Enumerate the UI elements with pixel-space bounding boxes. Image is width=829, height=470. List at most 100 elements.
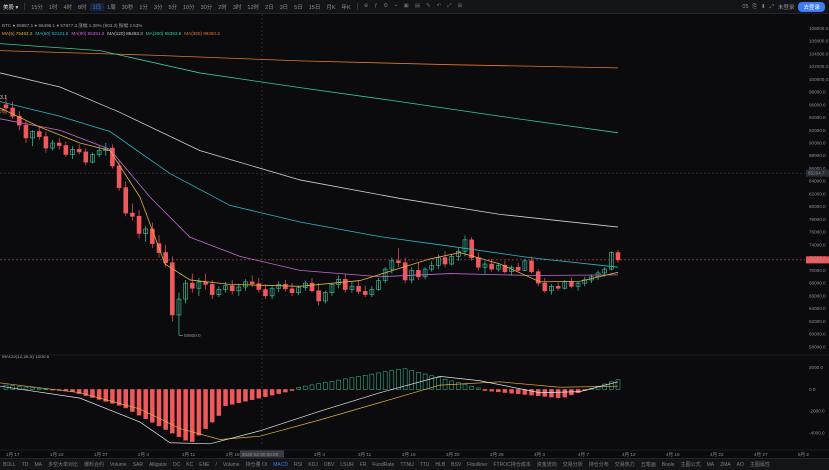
timeframe-14[interactable]: 12时 [247, 4, 260, 11]
indicator-tab-27[interactable]: 资金流向 [536, 462, 557, 468]
timeframe-10[interactable]: 10分 [183, 4, 195, 11]
timeframe-4[interactable]: 1日 [89, 2, 105, 11]
fullscreen-icon[interactable]: ⤢ [769, 3, 774, 10]
tool-icon-0[interactable]: ⊕ [363, 3, 369, 9]
ma60-line [0, 101, 619, 268]
indicator-tab-35[interactable]: ZMA [720, 461, 731, 468]
x-tick-label: 3月 28 [490, 452, 504, 458]
indicator-tab-12[interactable]: Volume [222, 461, 240, 468]
macd-bar [256, 389, 262, 399]
indicator-tab-17[interactable]: OBV [323, 461, 335, 468]
timeframe-2[interactable]: 4时 [63, 4, 73, 11]
indicator-tab-24[interactable]: BSV [451, 461, 462, 468]
indicator-tab-20[interactable]: FundRate [372, 461, 395, 468]
tool-group: ⊕ ƒ ⚙ ⌁ ▣ ▤ ✎ ↶ ⤢ ⊞ [361, 3, 466, 10]
tool-icon-9[interactable]: ⊞ [457, 3, 463, 9]
y-tag-last: 71649.9 [808, 257, 825, 262]
candle-body [50, 142, 55, 149]
indicator-tab-33[interactable]: 主图公式 [680, 462, 701, 468]
x-tick-label: 3月 11 [358, 452, 372, 458]
login-button[interactable]: 去登录 [798, 2, 825, 12]
timeframe-20[interactable]: 年K [341, 4, 351, 11]
crosshair-date-box [240, 450, 284, 458]
candle-body [189, 282, 195, 289]
indicator-tab-4[interactable]: 爆料合约 [83, 462, 104, 468]
tool-icon-3[interactable]: ⌁ [394, 3, 398, 9]
symbol-selector[interactable]: 美股 ▾ [3, 4, 19, 11]
timeframe-18[interactable]: 15日 [308, 4, 321, 11]
candle-body [462, 239, 468, 252]
indicator-tab-15[interactable]: RSI [294, 461, 303, 468]
timeframe-1[interactable]: 1时 [48, 4, 58, 11]
indicator-tab-13[interactable]: 持仓量 OI [245, 462, 268, 468]
low-price-label: 59800.0 [184, 333, 201, 338]
indicator-tab-30[interactable]: 交易热力 [614, 462, 635, 468]
tool-icon-4[interactable]: ▣ [403, 3, 409, 9]
timeframe-6[interactable]: 30秒 [121, 4, 134, 11]
indicator-tab-18[interactable]: LSUR [340, 461, 354, 468]
timeframe-3[interactable]: 8时 [78, 4, 87, 11]
download-icon[interactable]: ⬇ [760, 4, 766, 10]
timeframe-11[interactable]: 30分 [200, 4, 213, 11]
candle-body [283, 284, 288, 290]
indicator-tab-0[interactable]: BOLL [3, 461, 16, 468]
price-chart[interactable]: 108000.0 106000.0 104000.0 102000.0 100000.0… [0, 14, 829, 458]
timeframe-8[interactable]: 3分 [153, 4, 163, 11]
candle-body [229, 285, 235, 292]
tool-icon-1[interactable]: ƒ [374, 3, 378, 9]
indicator-tab-14[interactable]: MACD [273, 461, 288, 468]
tool-icon-5[interactable]: ▤ [414, 3, 421, 9]
indicator-tab-36[interactable]: AO [736, 461, 744, 468]
toolbar-divider [356, 3, 358, 10]
indicator-tab-34[interactable]: MA [706, 461, 715, 468]
timeframe-0[interactable]: 15分 [31, 4, 43, 11]
tool-icon-6[interactable]: ✎ [426, 3, 431, 9]
y-tick-label: 62000.0 [809, 319, 826, 324]
indicator-tab-28[interactable]: 交易分析 [562, 462, 583, 468]
timeframe-12[interactable]: 2时 [218, 4, 227, 11]
indicator-tab-6[interactable]: SAR [132, 461, 143, 468]
indicator-tab-21[interactable]: TTNU [400, 461, 414, 468]
candle-body [56, 142, 62, 146]
copy-icon[interactable]: ⎘ [752, 3, 757, 10]
indicator-tab-32[interactable]: Boole [661, 461, 675, 468]
indicator-tab-8[interactable]: DC [173, 461, 181, 468]
indicator-tab-1[interactable]: TD [21, 461, 29, 468]
timeframe-9[interactable]: 5分 [168, 4, 178, 11]
indicator-tab-31[interactable]: 五笔画 [640, 462, 656, 468]
timeframe-5[interactable]: 1周 [107, 4, 116, 11]
tool-icon-8[interactable]: ⤢ [447, 3, 452, 9]
indicator-tab-2[interactable]: MA [34, 461, 42, 468]
macd-bar [609, 381, 614, 390]
indicator-tab-26[interactable]: FTROC持仓成本 [493, 462, 531, 468]
indicator-tab-10[interactable]: ENE [199, 461, 210, 468]
candle-body [502, 264, 508, 272]
toolbar-right-item[interactable]: 05 [742, 4, 749, 10]
tool-icon-7[interactable]: ↶ [436, 3, 442, 9]
candle-body [569, 281, 574, 287]
timeframe-13[interactable]: 3时 [232, 4, 242, 11]
indicator-tab-16[interactable]: KDJ [308, 461, 318, 468]
macd-bar [469, 385, 474, 390]
indicator-tab-37[interactable]: 主图属性 [749, 462, 770, 468]
indicator-tab-5[interactable]: Volume [110, 461, 127, 468]
candle-body [416, 270, 421, 278]
macd-dea-line [0, 381, 619, 440]
indicator-tab-23[interactable]: HLB [435, 461, 446, 468]
timeframe-15[interactable]: 2日 [265, 4, 274, 11]
candle-body [269, 287, 275, 297]
timeframe-7[interactable]: 1分 [139, 4, 148, 11]
indicator-tab-7[interactable]: Alligator [148, 461, 168, 468]
indicator-tab-29[interactable]: 持仓分布 [588, 462, 609, 468]
timeframe-19[interactable]: 月K [326, 4, 336, 11]
indicator-tab-22[interactable]: TTU [419, 461, 430, 468]
timeframe-17[interactable]: 5日 [294, 4, 303, 11]
indicator-tab-3[interactable]: 多空大单对比 [47, 462, 78, 468]
indicator-tab-9[interactable]: KC [186, 461, 194, 468]
timeframe-16[interactable]: 3日 [279, 4, 289, 11]
indicator-tab-11[interactable]: / [215, 461, 217, 468]
indicator-tab-19[interactable]: FR [359, 461, 367, 468]
y-tick-label: 76000.0 [809, 230, 826, 235]
indicator-tab-25[interactable]: Fibolliner [467, 461, 488, 468]
tool-icon-2[interactable]: ⚙ [383, 3, 389, 9]
